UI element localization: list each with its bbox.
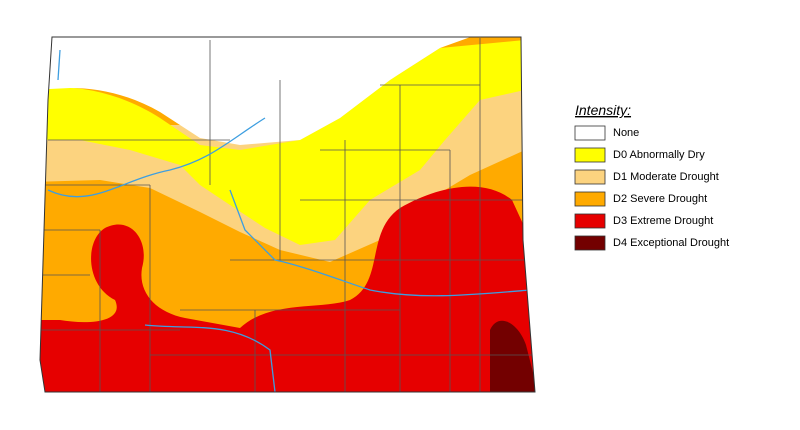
legend-swatch <box>574 147 606 163</box>
legend: Intensity: None D0 Abnormally Dry D1 Moder… <box>574 102 729 251</box>
legend-label: D0 Abnormally Dry <box>613 149 705 161</box>
d3-area <box>40 186 535 392</box>
legend-label: D3 Extreme Drought <box>613 215 713 227</box>
legend-label: D2 Severe Drought <box>613 193 707 205</box>
county-lines <box>40 38 535 392</box>
legend-title: Intensity: <box>575 102 631 118</box>
none-area <box>40 37 490 145</box>
legend-label: D1 Moderate Drought <box>613 171 719 183</box>
d4-area <box>490 320 535 392</box>
rivers <box>47 49 531 392</box>
legend-label: None <box>613 127 639 139</box>
d0-area <box>40 40 525 245</box>
legend-swatch <box>574 169 606 185</box>
colorado-map <box>40 37 535 392</box>
legend-swatch <box>574 213 606 229</box>
legend-swatch <box>574 191 606 207</box>
legend-swatch <box>574 235 606 251</box>
legend-swatch <box>574 125 606 141</box>
legend-label: D4 Exceptional Drought <box>613 237 729 249</box>
state-border <box>39 36 536 393</box>
